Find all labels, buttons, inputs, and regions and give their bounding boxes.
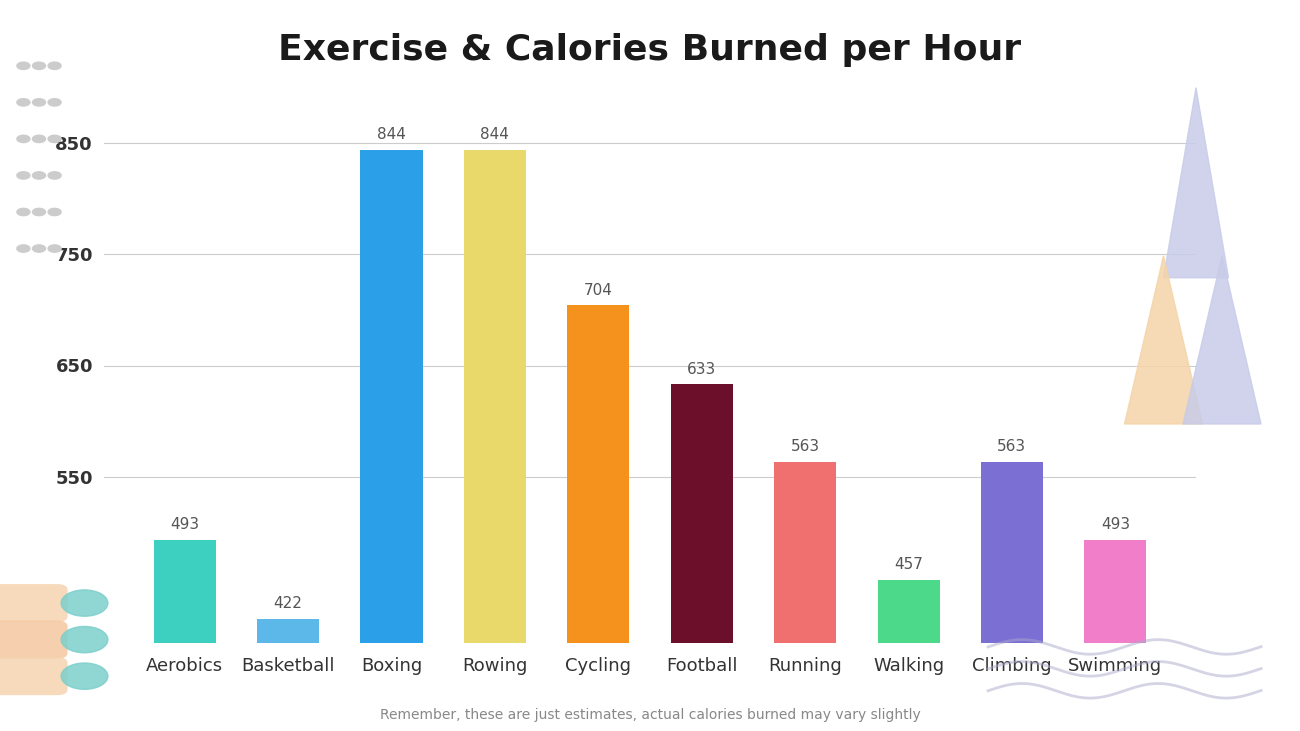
Bar [1084,540,1147,731]
Text: 563: 563 [997,439,1027,455]
Bar [567,306,629,731]
Text: 457: 457 [894,557,923,572]
Bar [153,540,216,731]
Bar [774,462,836,731]
Text: Remember, these are just estimates, actual calories burned may vary slightly: Remember, these are just estimates, actu… [380,708,920,722]
Bar [257,619,318,731]
Bar [982,462,1043,731]
Text: 633: 633 [688,362,716,376]
Text: 493: 493 [1101,517,1130,532]
Bar [464,150,526,731]
Text: 493: 493 [170,517,199,532]
Text: 844: 844 [481,127,510,142]
Bar [878,580,940,731]
Text: 844: 844 [377,127,406,142]
Bar [360,150,422,731]
Text: 563: 563 [790,439,820,455]
Bar [671,385,733,731]
Text: 422: 422 [273,596,303,611]
Title: Exercise & Calories Burned per Hour: Exercise & Calories Burned per Hour [278,33,1022,67]
Text: 704: 704 [584,283,612,298]
